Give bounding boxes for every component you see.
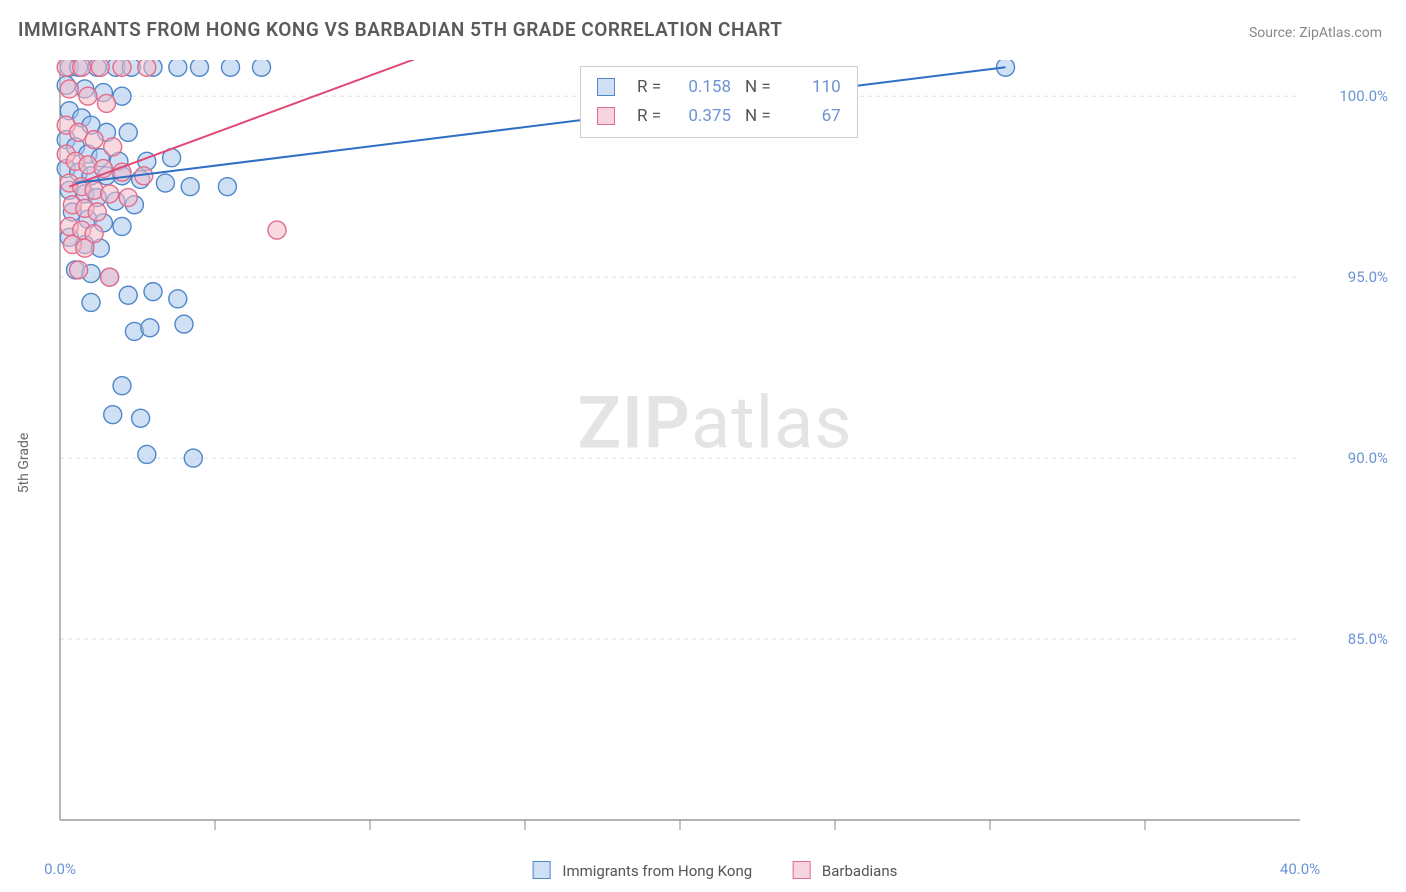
stats-n-value: 67	[785, 102, 841, 131]
y-tick-label: 95.0%	[1348, 268, 1388, 286]
stats-r-value: 0.158	[675, 73, 731, 102]
stats-n-value: 110	[785, 73, 841, 102]
stats-legend-box: R = 0.158 N = 110 R = 0.375 N = 67	[580, 66, 858, 138]
x-tick-label: 40.0%	[1280, 860, 1320, 878]
stats-r-label: R =	[637, 102, 661, 131]
scatter-chart	[50, 60, 1380, 850]
stats-r-label: R =	[637, 73, 661, 102]
y-axis-label: 5th Grade	[16, 433, 32, 494]
stats-n-label: N =	[745, 102, 771, 131]
legend-swatch-icon	[597, 78, 615, 96]
legend-label: Barbadians	[822, 862, 897, 880]
y-tick-label: 85.0%	[1348, 630, 1388, 648]
y-tick-label: 90.0%	[1348, 449, 1388, 467]
x-axis-legend: Immigrants from Hong Kong Barbadians	[533, 861, 898, 880]
legend-label: Immigrants from Hong Kong	[562, 862, 752, 880]
stats-row-series1: R = 0.375 N = 67	[597, 102, 841, 131]
legend-swatch-icon	[792, 861, 810, 879]
stats-row-series0: R = 0.158 N = 110	[597, 73, 841, 102]
x-tick-label: 0.0%	[44, 860, 76, 878]
legend-swatch-icon	[597, 107, 615, 125]
legend-swatch-icon	[533, 861, 551, 879]
stats-r-value: 0.375	[675, 102, 731, 131]
chart-area: 5th Grade ZIPatlas 85.0%90.0%95.0%100.0%…	[50, 60, 1380, 850]
legend-item-barbadians: Barbadians	[792, 861, 897, 880]
chart-title: IMMIGRANTS FROM HONG KONG VS BARBADIAN 5…	[18, 18, 782, 41]
stats-n-label: N =	[745, 73, 771, 102]
y-tick-label: 100.0%	[1339, 87, 1388, 105]
source-label: Source: ZipAtlas.com	[1249, 25, 1382, 41]
legend-item-hongkong: Immigrants from Hong Kong	[533, 861, 753, 880]
